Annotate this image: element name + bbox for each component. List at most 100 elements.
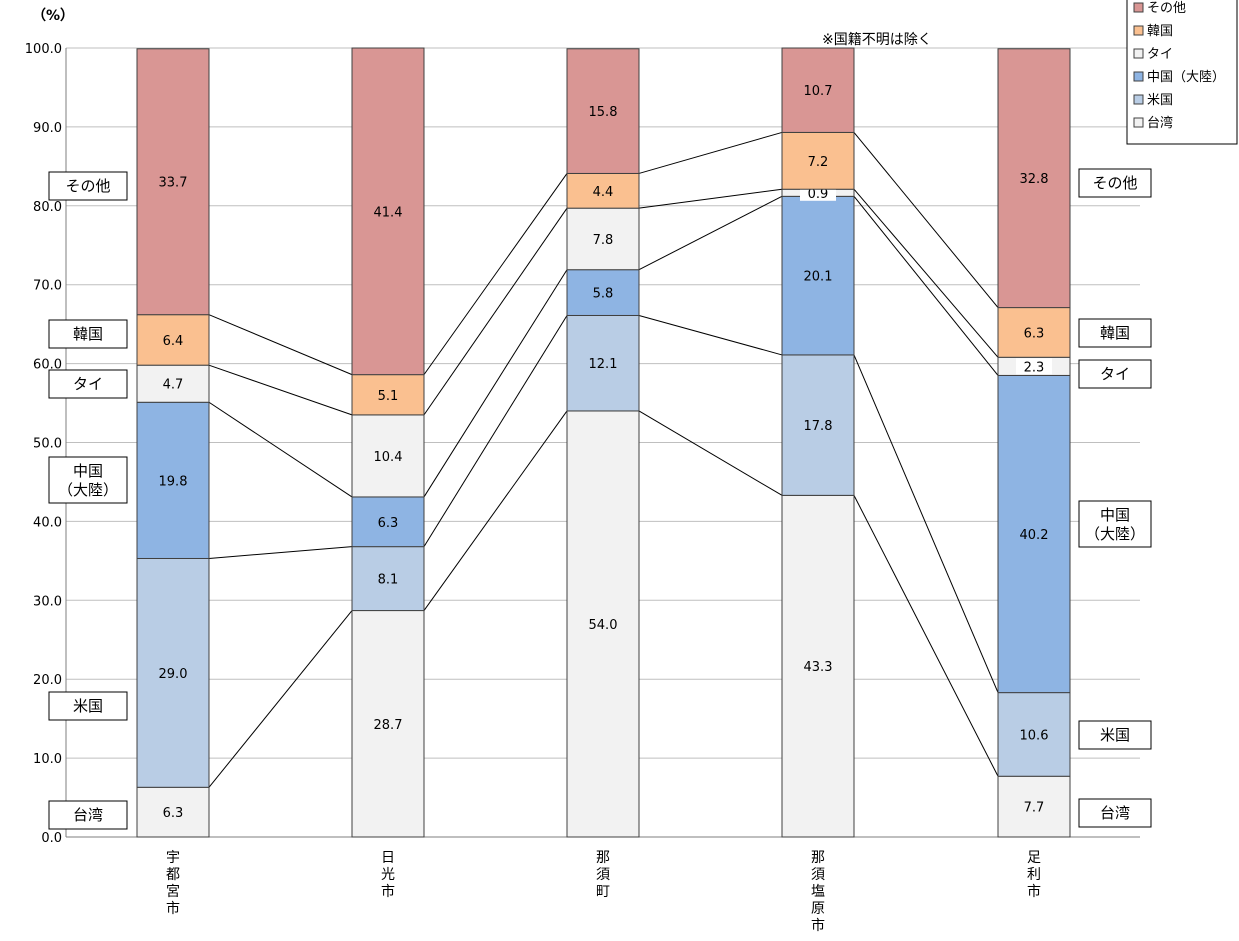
side-label: 韓国 [1100, 324, 1130, 342]
y-tick-label: 40.0 [33, 515, 62, 530]
series-connector-line [423, 173, 568, 375]
series-connector-line [208, 546, 353, 559]
legend-swatch [1133, 94, 1144, 105]
series-connector-line [638, 314, 783, 356]
bar-segment [781, 131, 855, 190]
x-category-label: 日光市 [381, 850, 395, 900]
side-label: その他 [65, 177, 110, 195]
bar-segment [997, 307, 1071, 358]
side-label-box [1078, 798, 1152, 828]
y-tick-label: 100.0 [25, 42, 62, 57]
side-label: 中国（大陸） [1085, 506, 1145, 543]
data-label: 10.7 [804, 84, 833, 99]
x-category-label: 那須町 [596, 850, 610, 900]
data-label: 7.2 [808, 155, 829, 170]
series-connector-lines [208, 131, 999, 788]
data-label-background [1016, 358, 1052, 375]
data-label: 20.1 [804, 270, 833, 285]
bar-segment [781, 47, 855, 133]
data-label: 10.6 [1020, 728, 1049, 743]
bar-segment [136, 786, 210, 838]
data-label: 4.4 [593, 185, 614, 200]
side-label-box [1078, 359, 1152, 389]
series-connector-line [853, 354, 999, 693]
x-category-label: 足利市 [1027, 850, 1041, 900]
side-label: 米国 [1100, 726, 1130, 744]
data-label: 54.0 [589, 618, 618, 633]
side-label-box [1078, 318, 1152, 348]
bar-segment [136, 314, 210, 366]
data-label: 29.0 [159, 667, 188, 682]
bar-segment [136, 364, 210, 403]
y-unit-label: （%） [32, 8, 74, 24]
series-connector-line [638, 410, 783, 496]
series-connector-line [853, 188, 999, 358]
bar-segment [997, 374, 1071, 694]
data-label: 32.8 [1020, 172, 1049, 187]
side-label: 米国 [73, 697, 103, 715]
data-label: 6.3 [163, 806, 184, 821]
series-connector-line [423, 207, 568, 416]
bar-segment [351, 610, 425, 838]
y-tick-label: 0.0 [41, 831, 62, 846]
series-connector-line [423, 315, 568, 547]
legend-swatch [1133, 2, 1144, 13]
side-label-box [48, 800, 128, 830]
legend-swatch [1133, 117, 1144, 128]
legend-swatch [1133, 25, 1144, 36]
bar-segment [351, 546, 425, 612]
data-label: 0.9 [808, 187, 829, 202]
data-label: 6.3 [378, 516, 399, 531]
data-label: 40.2 [1020, 528, 1049, 543]
y-tick-label: 60.0 [33, 358, 62, 373]
data-label: 4.7 [163, 378, 184, 393]
data-label: 15.8 [589, 105, 618, 120]
data-label: 2.3 [1024, 360, 1045, 375]
legend-entry: 台湾 [1147, 115, 1173, 131]
legend-entry: その他 [1147, 1, 1186, 16]
series-connector-line [853, 196, 999, 376]
series-connector-line [638, 131, 783, 174]
side-label-box [48, 456, 128, 504]
y-tick-label: 70.0 [33, 279, 62, 294]
bar-segment [351, 374, 425, 416]
data-label: 28.7 [374, 718, 403, 733]
bar-segment [997, 775, 1071, 838]
y-tick-label: 10.0 [33, 752, 62, 767]
side-label-box [48, 369, 128, 399]
side-label: その他 [1092, 174, 1137, 192]
bar-segment [566, 410, 640, 838]
side-label-box [48, 171, 128, 201]
side-label-box [1078, 168, 1152, 198]
y-tick-label: 90.0 [33, 121, 62, 136]
legend-entry: 米国 [1147, 93, 1173, 108]
bar-segment [136, 401, 210, 559]
side-label: タイ [1100, 365, 1130, 383]
bar-segment [566, 269, 640, 316]
data-label: 17.8 [804, 419, 833, 434]
side-label: 台湾 [1100, 804, 1130, 822]
y-tick-label: 30.0 [33, 594, 62, 609]
side-label: タイ [73, 375, 103, 393]
legend-box [1126, 0, 1238, 145]
data-label: 41.4 [374, 205, 403, 220]
side-label-box [1078, 500, 1152, 548]
bar-segment [136, 557, 210, 788]
bar-segment [566, 314, 640, 412]
y-tick-label: 20.0 [33, 673, 62, 688]
y-tick-label: 50.0 [33, 437, 62, 452]
data-label: 12.1 [589, 357, 618, 372]
bar-segment [566, 172, 640, 209]
data-label: 6.4 [163, 334, 184, 349]
bar-segment [997, 692, 1071, 777]
side-label: 中国（大陸） [58, 462, 118, 499]
series-connector-line [853, 495, 999, 777]
series-connector-line [638, 195, 783, 271]
series-connector-line [638, 188, 783, 209]
x-category-label: 那須塩原市 [811, 850, 825, 934]
note-label: ※国籍不明は除く [822, 31, 932, 48]
data-label: 43.3 [804, 660, 833, 675]
